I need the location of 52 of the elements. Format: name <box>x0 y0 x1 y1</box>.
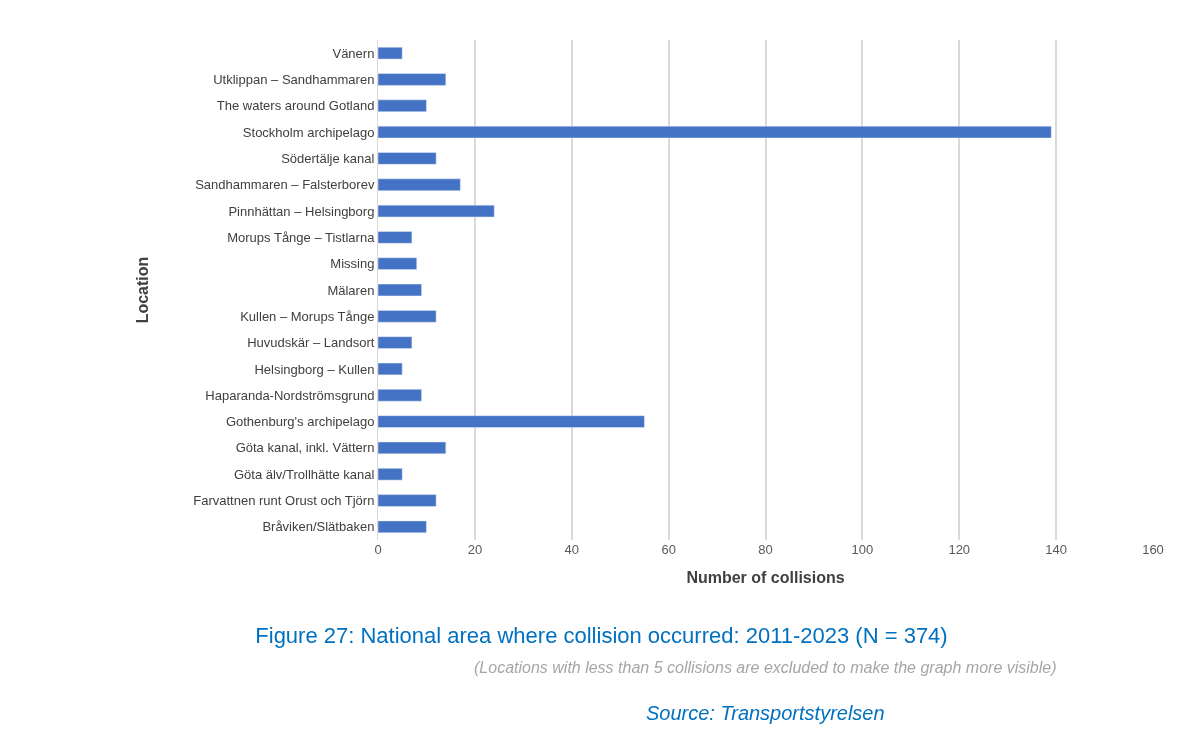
bar <box>378 336 413 349</box>
bar <box>378 231 413 244</box>
y-tick-label: Morups Tånge – Tistlarna <box>227 229 376 245</box>
bar <box>378 494 437 507</box>
bar <box>378 99 427 112</box>
bar <box>378 46 403 60</box>
x-tick-label: 40 <box>564 542 579 557</box>
y-tick-label: Mälaren <box>327 282 375 298</box>
y-tick-label: Södertälje kanal <box>281 150 375 166</box>
y-tick-label: Vänern <box>332 45 375 61</box>
bar <box>378 468 403 481</box>
x-tick-label: 160 <box>1142 542 1164 557</box>
x-tick-label: 20 <box>467 542 483 557</box>
bar <box>378 310 437 323</box>
bar <box>378 520 427 534</box>
y-tick-label: Kullen – Morups Tånge <box>240 308 375 324</box>
bar <box>378 125 1052 139</box>
y-tick-label: Gothenburg's archipelago <box>225 414 375 430</box>
y-tick-label: Haparanda-Nordströmsgrund <box>205 387 375 403</box>
y-tick-label: Farvattnen runt Orust och Tjörn <box>193 493 375 509</box>
bar <box>378 441 447 455</box>
x-axis-title: Number of collisions <box>686 568 845 586</box>
bar <box>378 204 495 218</box>
y-tick-label: The waters around Gotland <box>216 98 375 114</box>
text: (Locations with less than 5 collisions are excluded to make the graph more visible) <box>474 659 1057 676</box>
y-tick-label: Bråviken/Slätbaken <box>262 519 375 535</box>
y-axis-title: Location <box>134 256 152 324</box>
x-tick-label: 60 <box>661 542 676 557</box>
y-tick-label: Sandhammaren – Falsterborev <box>195 177 375 193</box>
x-tick-label: 120 <box>948 542 971 557</box>
y-tick-label: Göta kanal, inkl. Vättern <box>235 440 375 456</box>
y-tick-label: Utklippan – Sandhammaren <box>213 72 375 88</box>
x-tick-label: 100 <box>851 542 874 557</box>
bar <box>378 257 417 270</box>
text: Figure 27: National area where collision occurred: 2011-2023 (N = 374) <box>255 622 948 648</box>
y-tick-label: Göta älv/Trollhätte kanal <box>233 466 375 482</box>
y-tick-label: Missing <box>330 256 375 272</box>
y-tick-label: Helsingborg – Kullen <box>254 361 375 377</box>
bar <box>378 389 422 402</box>
bar <box>378 178 461 191</box>
source-note: Source: Transportstyrelsen <box>646 702 885 724</box>
y-tick-label: Pinnhättan – Helsingborg <box>228 203 375 219</box>
bar <box>378 152 437 165</box>
bar <box>378 415 645 428</box>
bar <box>378 362 403 376</box>
bar <box>378 283 422 297</box>
x-tick-label: 0 <box>374 542 382 557</box>
y-tick-label: Stockholm archipelago <box>242 124 375 140</box>
bar <box>378 73 447 86</box>
x-tick-label: 140 <box>1045 542 1067 557</box>
y-tick-label: Huvudskär – Landsort <box>247 335 375 351</box>
x-tick-label: 80 <box>758 542 773 557</box>
